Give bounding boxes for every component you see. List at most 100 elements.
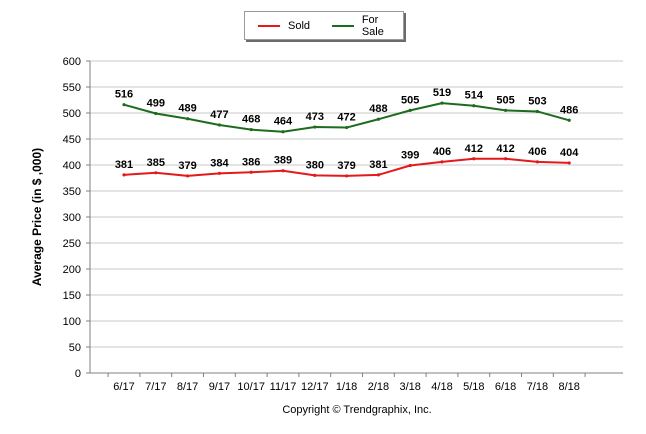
data-point-sold	[186, 174, 190, 178]
copyright-text: Copyright © Trendgraphix, Inc.	[282, 404, 431, 416]
y-tick-label: 550	[63, 82, 81, 94]
data-point-for-sale	[249, 128, 253, 132]
data-label-for-sale: 516	[115, 89, 133, 101]
data-label-sold: 380	[306, 159, 324, 171]
data-label-sold: 406	[433, 146, 451, 158]
x-tick-label: 7/18	[527, 381, 548, 393]
x-tick-label: 4/18	[431, 381, 452, 393]
y-tick-label: 600	[63, 56, 81, 68]
x-tick-label: 3/18	[399, 381, 420, 393]
data-point-sold	[376, 173, 380, 177]
data-label-for-sale: 477	[210, 109, 228, 121]
data-point-sold	[154, 171, 158, 175]
x-tick-label: 6/17	[113, 381, 134, 393]
y-tick-label: 0	[75, 368, 81, 380]
data-label-for-sale: 464	[274, 116, 293, 128]
data-point-sold	[504, 157, 508, 161]
data-point-for-sale	[186, 117, 190, 121]
y-tick-label: 450	[63, 134, 81, 146]
data-label-for-sale: 519	[433, 87, 451, 99]
data-point-sold	[122, 173, 126, 177]
gridlines	[90, 60, 623, 348]
data-label-sold: 386	[242, 156, 260, 168]
x-tick-label: 8/17	[177, 381, 198, 393]
y-tick-label: 350	[63, 186, 81, 198]
data-label-for-sale: 514	[465, 90, 484, 102]
data-label-for-sale: 505	[496, 94, 514, 106]
legend-swatch-for-sale	[332, 24, 354, 27]
data-point-for-sale	[408, 108, 412, 112]
legend-label-for-sale: For Sale	[361, 13, 384, 38]
series-lines	[122, 101, 571, 178]
data-point-for-sale	[313, 125, 317, 129]
data-point-for-sale	[376, 117, 380, 121]
data-label-for-sale: 486	[560, 104, 578, 116]
data-label-sold: 379	[178, 160, 196, 172]
data-label-for-sale: 488	[369, 103, 387, 115]
data-point-sold	[345, 174, 349, 178]
data-point-for-sale	[567, 118, 571, 122]
data-label-for-sale: 472	[337, 112, 355, 124]
data-label-sold: 389	[274, 155, 292, 167]
x-tick-label: 1/18	[336, 381, 357, 393]
data-label-for-sale: 473	[306, 111, 324, 123]
y-tick-label: 200	[63, 264, 81, 276]
x-tick-label: 5/18	[463, 381, 484, 393]
x-tick-label: 6/18	[495, 381, 516, 393]
x-tick-label: 12/17	[301, 381, 329, 393]
legend-label-sold: Sold	[288, 19, 311, 32]
data-point-sold	[440, 160, 444, 164]
data-point-for-sale	[472, 104, 476, 108]
legend-item-for-sale: For Sale	[332, 14, 403, 38]
data-label-for-sale: 489	[178, 103, 196, 115]
data-label-for-sale: 505	[401, 94, 419, 106]
legend-item-sold: Sold	[258, 20, 310, 32]
data-point-for-sale	[217, 123, 221, 127]
data-point-for-sale	[535, 109, 540, 114]
y-tick-label: 150	[63, 290, 81, 302]
x-tick-label: 2/18	[368, 381, 389, 393]
data-point-sold	[217, 171, 221, 175]
data-label-sold: 406	[528, 146, 546, 158]
data-label-sold: 381	[369, 159, 387, 171]
data-point-sold	[567, 161, 571, 165]
data-labels: 381 385 379 384 386 389 380 379 381 399 406 412 412 4…	[115, 87, 579, 172]
x-tick-label: 9/17	[209, 381, 230, 393]
data-label-sold: 384	[210, 157, 229, 169]
y-tick-label: 400	[63, 160, 81, 172]
data-point-sold	[472, 157, 476, 161]
data-point-for-sale	[504, 108, 508, 112]
data-label-sold: 385	[147, 157, 165, 169]
legend: Sold For Sale	[244, 11, 404, 40]
x-tick-label: 8/18	[558, 381, 579, 393]
x-tick-label: 10/17	[237, 381, 265, 393]
data-label-sold: 412	[496, 143, 514, 155]
data-point-sold	[313, 173, 317, 177]
axes: 0 50 100 150 200 250 300 350 400 450 500 550 600 6/17…	[63, 56, 623, 393]
x-tick-label: 11/17	[270, 381, 297, 393]
data-point-for-sale	[440, 101, 444, 105]
data-label-sold: 381	[115, 159, 133, 171]
y-tick-label: 50	[69, 342, 81, 354]
data-label-sold: 404	[560, 147, 579, 159]
data-point-sold	[249, 170, 253, 174]
data-label-for-sale: 499	[147, 98, 165, 110]
data-point-sold	[535, 160, 540, 164]
data-point-sold	[408, 163, 412, 168]
y-tick-label: 500	[63, 108, 81, 120]
data-label-sold: 399	[401, 150, 419, 162]
y-axis-title: Average Price (in $ ,000)	[30, 148, 44, 286]
data-point-for-sale	[122, 103, 126, 107]
y-tick-label: 250	[63, 238, 81, 250]
legend-swatch-sold	[258, 24, 280, 27]
y-tick-label: 100	[63, 316, 81, 328]
data-label-for-sale: 503	[528, 95, 546, 107]
y-tick-label: 300	[63, 212, 81, 224]
x-tick-label: 7/17	[145, 381, 166, 393]
data-point-sold	[281, 169, 285, 173]
data-label-sold: 379	[337, 160, 355, 172]
data-point-for-sale	[345, 125, 349, 130]
data-label-for-sale: 468	[242, 114, 260, 126]
data-point-for-sale	[281, 130, 285, 134]
